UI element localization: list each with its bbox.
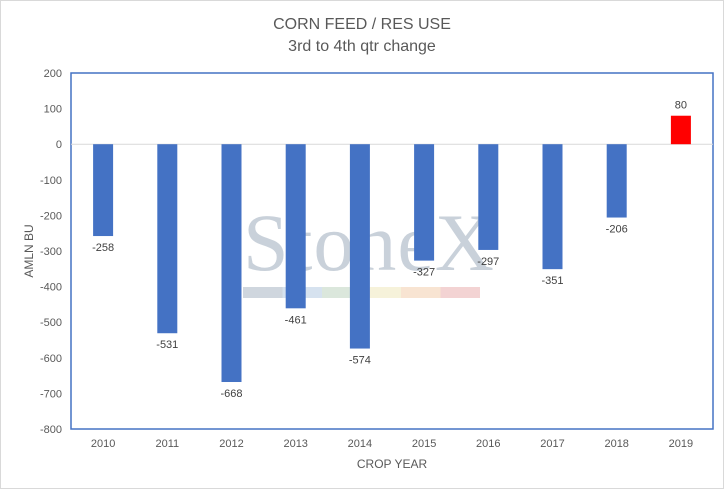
x-tick-label: 2016 <box>476 438 500 450</box>
x-tick-label: 2019 <box>669 438 693 450</box>
watermark-stripe <box>440 287 480 298</box>
x-axis-ticks: 2010 2011 2012 2013 2014 2015 2016 2017 2018 2019 <box>91 438 693 450</box>
y-tick-label: -800 <box>40 424 62 436</box>
data-label-2018: -206 <box>606 224 628 236</box>
bar-2017 <box>542 144 563 270</box>
x-tick-label: 2015 <box>412 438 436 450</box>
y-tick-label: -600 <box>40 353 62 365</box>
y-tick-label: -400 <box>40 282 62 294</box>
bar-2015 <box>414 144 435 261</box>
x-tick-label: 2012 <box>219 438 243 450</box>
bars-group <box>93 115 691 383</box>
y-axis-ticks: 200 100 0 -100 -200 -300 -400 -500 -600 -700 -800 <box>40 68 62 436</box>
y-tick-label: -200 <box>40 210 62 222</box>
y-tick-label: -100 <box>40 175 62 187</box>
x-tick-label: 2018 <box>604 438 628 450</box>
data-label-2019: 80 <box>675 100 687 112</box>
y-tick-label: -700 <box>40 388 62 400</box>
bar-2019 <box>670 115 691 145</box>
watermark-stripe <box>401 287 441 298</box>
y-axis-title: AMLN BU <box>22 224 36 277</box>
data-label-2012: -668 <box>220 388 242 400</box>
x-tick-label: 2013 <box>283 438 307 450</box>
data-label-2015: -327 <box>413 267 435 279</box>
bar-2018 <box>606 144 627 218</box>
chart-title: CORN FEED / RES USE <box>273 16 451 33</box>
data-label-2013: -461 <box>285 314 307 326</box>
chart-subtitle: 3rd to 4th qtr change <box>288 38 436 55</box>
bar-2013 <box>285 144 306 309</box>
bar-2012 <box>221 144 242 383</box>
y-tick-label: -500 <box>40 317 62 329</box>
bar-2011 <box>157 144 178 334</box>
data-labels-group: -258 -531 -668 -461 -574 -327 -297 -351 -206 80 <box>92 100 687 400</box>
y-tick-label: 200 <box>44 68 62 80</box>
y-tick-label: -300 <box>40 246 62 258</box>
x-tick-label: 2010 <box>91 438 115 450</box>
watermark-stripe <box>361 287 401 298</box>
x-tick-label: 2011 <box>155 438 179 450</box>
bar-2014 <box>349 144 370 349</box>
data-label-2010: -258 <box>92 242 114 254</box>
watermark-stripe <box>243 287 283 298</box>
x-tick-label: 2014 <box>348 438 372 450</box>
y-tick-label: 0 <box>56 139 62 151</box>
x-axis-title: CROP YEAR <box>357 457 428 471</box>
y-tick-label: 100 <box>44 104 62 116</box>
x-tick-label: 2017 <box>540 438 564 450</box>
data-label-2011: -531 <box>156 339 178 351</box>
plot-area-border <box>70 72 714 430</box>
data-label-2017: -351 <box>541 275 563 287</box>
bar-2010 <box>93 144 114 237</box>
watermark-stripe <box>322 287 362 298</box>
data-label-2016: -297 <box>477 256 499 268</box>
data-label-2014: -574 <box>349 355 371 367</box>
bar-2016 <box>478 144 499 250</box>
